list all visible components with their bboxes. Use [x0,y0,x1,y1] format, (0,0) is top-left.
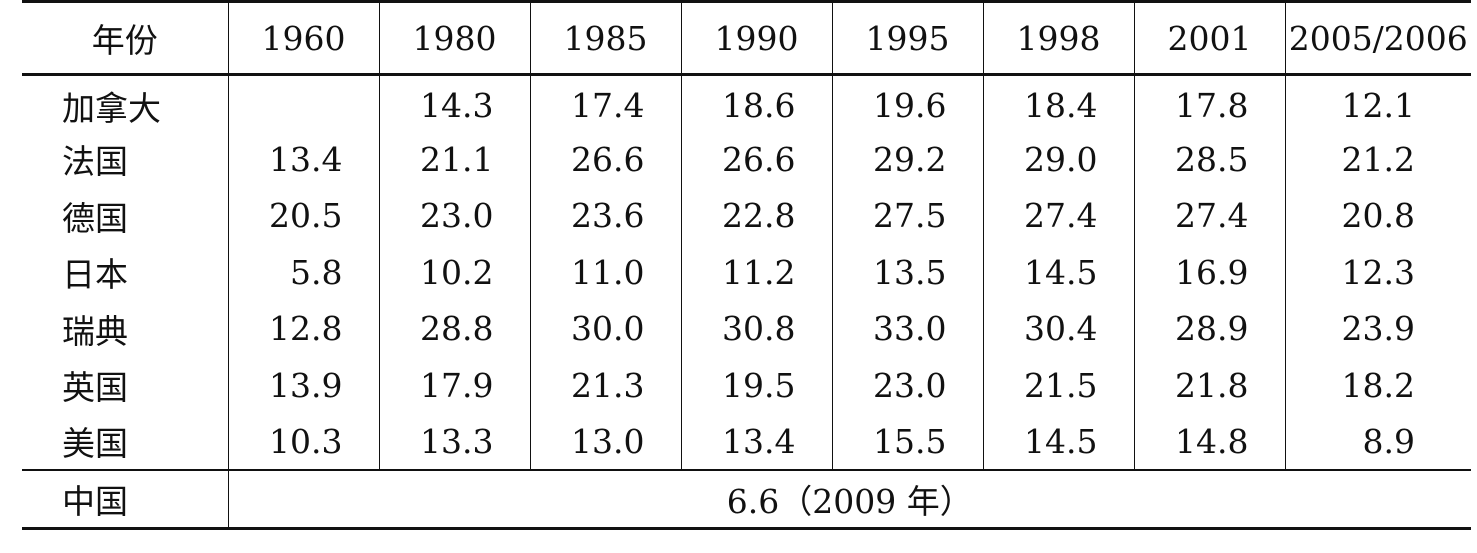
table-cell: 27.4 [1133,187,1285,244]
table-cell: 28.8 [378,300,530,357]
table-cell: 10.3 [227,413,379,470]
country-name: 法国 [62,142,128,182]
table-cell: 33.0 [831,300,983,357]
header-year: 1995 [831,0,983,76]
table-cell: 18.6 [680,74,832,131]
table-cell: 26.6 [680,131,832,188]
table-cell: 27.5 [831,187,983,244]
data-table: 年份 1960 1980 1985 1990 1995 1998 2001 20… [22,0,1471,530]
table-cell: 28.9 [1133,300,1285,357]
table-cell: 20.8 [1284,187,1471,244]
header-year: 2001 [1133,0,1285,76]
table-cell: 21.2 [1284,131,1471,188]
table-cell: 17.9 [378,357,530,414]
table-cell: 27.4 [982,187,1134,244]
table-cell [227,74,379,131]
table-cell: 13.3 [378,413,530,470]
table-cell: 13.9 [227,357,379,414]
table-cell: 13.4 [227,131,379,188]
header-year: 1998 [982,0,1134,76]
table-cell: 30.4 [982,300,1134,357]
table-cell: 19.5 [680,357,832,414]
table-cell: 18.2 [1284,357,1471,414]
table-row: 德国 20.5 23.0 23.6 22.8 27.5 27.4 27.4 20… [22,187,1471,244]
table-cell: 26.6 [529,131,681,188]
table-cell: 14.8 [1133,413,1285,470]
table-row: 美国 10.3 13.3 13.0 13.4 15.5 14.5 14.8 8.… [22,413,1471,470]
table-row: 英国 13.9 17.9 21.3 19.5 23.0 21.5 21.8 18… [22,357,1471,414]
country-name: 加拿大 [62,88,161,128]
table-row: 瑞典 12.8 28.8 30.0 30.8 33.0 30.4 28.9 23… [22,300,1471,357]
country-name: 瑞典 [62,311,128,351]
table-cell: 12.8 [227,300,379,357]
data-table-container: 年份 1960 1980 1985 1990 1995 1998 2001 20… [22,0,1471,530]
table-cell: 12.1 [1284,74,1471,131]
table-row: 日本 5.8 10.2 11.0 11.2 13.5 14.5 16.9 12.… [22,244,1471,301]
table-cell: 16.9 [1133,244,1285,301]
header-row: 年份 1960 1980 1985 1990 1995 1998 2001 20… [22,0,1471,76]
table-cell: 13.5 [831,244,983,301]
table-cell: 11.0 [529,244,681,301]
table-cell: 5.8 [227,244,379,301]
table-cell: 21.5 [982,357,1134,414]
table-cell: 28.5 [1133,131,1285,188]
table-cell: 29.0 [982,131,1134,188]
china-value: 6.6（2009 年） [227,469,1471,530]
header-year: 2005/2006 [1284,0,1471,76]
country-name: 德国 [62,198,128,238]
country-name: 中国 [22,469,228,530]
table-cell: 10.2 [378,244,530,301]
table-cell: 30.8 [680,300,832,357]
table-row: 法国 13.4 21.1 26.6 26.6 29.2 29.0 28.5 21… [22,131,1471,188]
table-cell: 23.6 [529,187,681,244]
header-year: 1985 [529,0,681,76]
country-name: 英国 [62,368,128,408]
country-name: 日本 [62,255,128,295]
country-name: 美国 [62,424,128,464]
table-cell: 14.5 [982,244,1134,301]
header-year: 1990 [680,0,832,76]
table-cell: 14.3 [378,74,530,131]
table-cell: 15.5 [831,413,983,470]
table-row: 加拿大 14.3 17.4 18.6 19.6 18.4 17.8 12.1 [22,74,1471,131]
table-cell: 30.0 [529,300,681,357]
table-cell: 12.3 [1284,244,1471,301]
table-cell: 13.4 [680,413,832,470]
table-cell: 13.0 [529,413,681,470]
header-year: 1960 [227,0,379,76]
table-cell: 17.4 [529,74,681,131]
table-cell: 19.6 [831,74,983,131]
table-cell: 23.0 [831,357,983,414]
table-cell: 18.4 [982,74,1134,131]
header-year: 1980 [378,0,530,76]
table-cell: 8.9 [1284,413,1471,470]
table-cell: 20.5 [227,187,379,244]
table-cell: 23.0 [378,187,530,244]
table-cell: 29.2 [831,131,983,188]
table-cell: 23.9 [1284,300,1471,357]
table-cell: 17.8 [1133,74,1285,131]
table-cell: 11.2 [680,244,832,301]
table-cell: 14.5 [982,413,1134,470]
table-cell: 21.8 [1133,357,1285,414]
table-cell: 21.1 [378,131,530,188]
table-cell: 21.3 [529,357,681,414]
header-year-label: 年份 [22,0,228,76]
table-cell: 22.8 [680,187,832,244]
china-row: 中国 6.6（2009 年） [22,469,1471,530]
